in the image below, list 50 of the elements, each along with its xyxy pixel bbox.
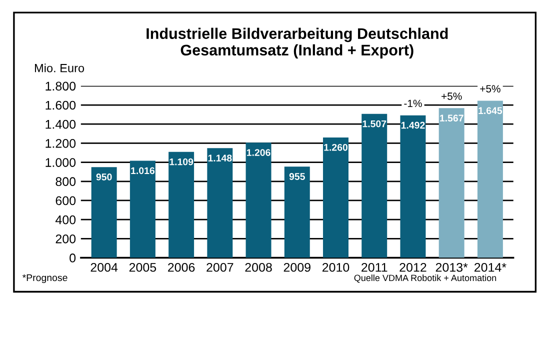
x-tick-label: 2014*	[474, 262, 506, 272]
y-axis-title: Mio. Euro	[35, 64, 84, 72]
x-tick-label: 2011	[362, 262, 388, 272]
bar	[362, 114, 388, 258]
bar	[400, 115, 426, 258]
y-tick-label: 400	[55, 215, 76, 224]
y-tick-label: 200	[56, 234, 76, 244]
bar	[323, 137, 348, 258]
y-tick-label: 1.800	[46, 82, 76, 91]
bar	[91, 167, 117, 258]
data-label: 1.206	[246, 149, 270, 156]
data-label: 1.109	[170, 158, 194, 166]
bar	[130, 160, 156, 258]
bar	[284, 166, 310, 258]
y-tick-label: 0	[70, 254, 76, 262]
text: *Prognose	[22, 274, 68, 284]
bar	[438, 108, 464, 258]
x-tick-label: 2008	[245, 262, 272, 272]
y-tick-label: 1.000	[46, 158, 76, 167]
annotation: +5%	[442, 92, 462, 100]
data-label: 1.148	[208, 154, 232, 162]
data-label: 1.567	[440, 114, 464, 122]
data-label: 1.492	[401, 122, 425, 129]
bar	[168, 152, 194, 258]
data-label: 1.260	[324, 144, 348, 151]
chart-title: Industrielle Bildverarbeitung Deutschland Gesamtumsatz (Inland + Export)	[146, 28, 448, 59]
bar	[246, 142, 272, 258]
data-label: 955	[289, 173, 305, 180]
x-tick-label: 2013*	[436, 262, 468, 272]
x-tick-label: 2012	[400, 262, 426, 272]
bar	[207, 148, 233, 258]
x-tick-label: 2010	[322, 262, 350, 272]
data-label: 1.016	[131, 167, 155, 174]
y-tick-label: 1.600	[46, 100, 76, 110]
bar	[477, 100, 503, 258]
x-tick-label: 2009	[284, 262, 310, 272]
y-tick-label: 800	[56, 177, 76, 186]
y-tick-label: 1.400	[46, 120, 76, 129]
data-label: 1.507	[362, 120, 386, 128]
data-label: 1.645	[478, 107, 502, 114]
annotation: -1%	[404, 100, 422, 108]
x-tick-label: 2007	[206, 262, 234, 272]
y-tick-label: 600	[56, 196, 76, 206]
y-tick-label: 1.200	[46, 139, 76, 148]
source-note: Quelle VDMA Robotik + Automation	[354, 274, 496, 283]
x-tick-label: 2005	[129, 262, 156, 272]
data-label: 950	[96, 174, 112, 180]
x-tick-label: 2006	[168, 262, 195, 272]
x-tick-label: 2004	[90, 262, 118, 272]
annotation: +5%	[480, 85, 500, 92]
